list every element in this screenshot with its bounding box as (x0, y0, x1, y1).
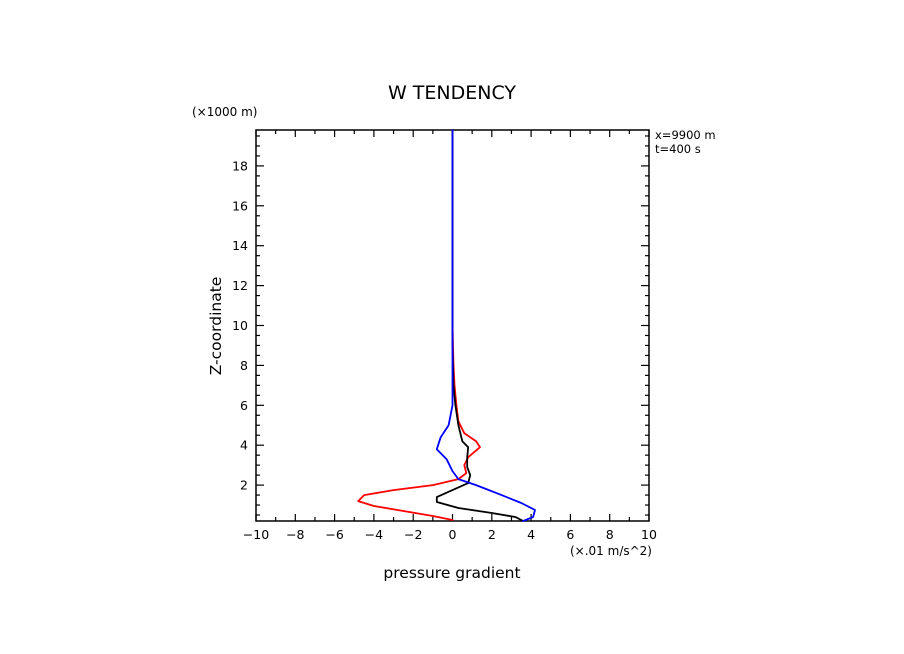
series-line-2 (435, 129, 525, 522)
series-line-3 (435, 129, 536, 522)
series-lines (357, 129, 536, 522)
x-tick-label: 4 (527, 527, 535, 542)
y-axis-label: Z-coordinate (207, 277, 225, 376)
y-tick-label: 6 (240, 398, 248, 413)
y-tick-label: 18 (232, 158, 248, 173)
y-unit-label: (×1000 m) (192, 105, 257, 119)
x-tick-label: 2 (488, 527, 496, 542)
x-tick-label: 10 (641, 527, 657, 542)
chart-title: W TENDENCY (388, 82, 516, 104)
x-tick-label: −8 (286, 527, 304, 542)
info-line-position: x=9900 m (655, 128, 716, 142)
y-tick-label: 4 (240, 438, 248, 453)
y-tick-label: 16 (232, 198, 248, 213)
axis-ticks: −10 −8 −6 −4 −2 0 2 4 6 8 10 2 4 6 8 10 12 14 16 18 (232, 130, 657, 542)
info-line-time: t=400 s (655, 142, 701, 156)
y-tick-label: 12 (232, 278, 248, 293)
x-tick-label: −10 (243, 527, 269, 542)
x-unit-label: (×.01 m/s^2) (570, 544, 652, 558)
y-tick-label: 10 (232, 318, 248, 333)
y-tick-label: 2 (240, 478, 248, 493)
series-line-1 (357, 129, 481, 521)
x-tick-label: 8 (606, 527, 614, 542)
x-tick-label: −6 (325, 527, 343, 542)
x-axis-label: pressure gradient (383, 564, 520, 582)
x-tick-label: −2 (404, 527, 422, 542)
y-tick-label: 14 (232, 238, 248, 253)
x-tick-label: 0 (449, 527, 457, 542)
x-tick-label: −4 (365, 527, 383, 542)
x-tick-label: 6 (566, 527, 574, 542)
y-tick-label: 8 (240, 358, 248, 373)
